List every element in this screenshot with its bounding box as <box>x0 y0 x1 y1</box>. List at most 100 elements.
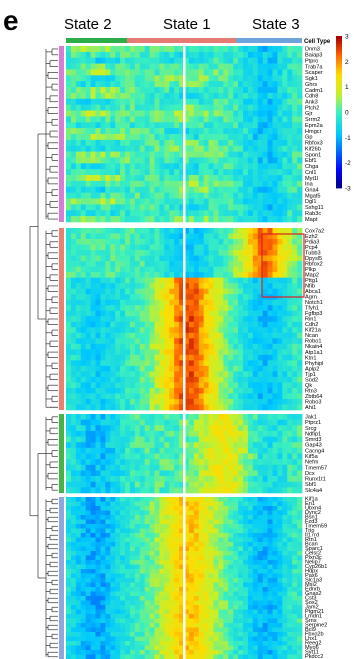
heatmap-cell <box>287 255 293 262</box>
heatmap-cell <box>184 321 190 328</box>
heatmap-cell <box>169 464 175 471</box>
heatmap-cell <box>198 57 205 64</box>
heatmap-cell <box>159 551 165 556</box>
heatmap-cell <box>213 419 219 426</box>
heatmap-cell <box>164 157 170 164</box>
heatmap-cell <box>174 464 180 471</box>
heatmap-cell <box>203 310 209 317</box>
heatmap-cell <box>213 537 219 543</box>
heatmap-cell <box>174 145 180 152</box>
heatmap-cell <box>198 376 205 383</box>
heatmap-cell <box>105 51 111 59</box>
heatmap-cell <box>110 327 116 334</box>
heatmap-cell <box>198 204 205 211</box>
heatmap-cell <box>218 192 224 199</box>
heatmap-cell <box>139 87 146 94</box>
heatmap-cell <box>179 277 185 284</box>
heatmap-cell <box>90 69 96 76</box>
heatmap-cell <box>188 69 195 76</box>
heatmap-cell <box>287 519 293 525</box>
heatmap-cell <box>292 436 298 443</box>
heatmap-cell <box>203 139 209 147</box>
heatmap-cell <box>154 63 160 70</box>
heatmap-cell <box>198 316 205 323</box>
heatmap-cell <box>154 387 160 394</box>
heatmap-cell <box>228 487 234 494</box>
heatmap-cell <box>105 524 111 529</box>
heatmap-cell <box>277 216 283 223</box>
heatmap-cell <box>272 139 278 147</box>
heatmap-cell <box>203 186 209 193</box>
heatmap-cell <box>120 175 126 182</box>
heatmap-cell <box>149 560 155 565</box>
heatmap-cell <box>154 459 160 466</box>
heatmap-cell <box>213 316 219 323</box>
heatmap-cell <box>129 139 136 147</box>
heatmap-cell <box>134 272 141 278</box>
heatmap-cell <box>70 582 77 588</box>
heatmap-cell <box>277 564 283 570</box>
heatmap-cell <box>272 343 278 350</box>
heatmap-cell <box>70 569 77 574</box>
heatmap-cell <box>129 515 136 520</box>
heatmap-cell <box>198 294 205 300</box>
heatmap-cell <box>134 233 141 240</box>
heatmap-cell <box>184 151 190 158</box>
heatmap-cell <box>125 560 131 565</box>
heatmap-cell <box>120 316 126 323</box>
heatmap-cell <box>267 582 273 588</box>
heatmap-cell <box>238 87 244 94</box>
heatmap-cell <box>272 283 278 289</box>
heatmap-cell <box>159 327 165 334</box>
heatmap-cell <box>144 75 150 82</box>
heatmap-cell <box>144 63 150 70</box>
heatmap-cell <box>252 98 259 105</box>
heatmap-cell <box>149 382 155 389</box>
heatmap-cell <box>149 371 155 378</box>
heatmap-cell <box>218 376 224 383</box>
heatmap-cell <box>66 163 72 170</box>
heatmap-cell <box>110 425 116 432</box>
heatmap-cell <box>120 551 126 556</box>
heatmap-cell <box>292 533 298 538</box>
heatmap-cell <box>139 453 146 460</box>
heatmap-cell <box>80 321 87 328</box>
heatmap-cell <box>129 464 136 471</box>
heatmap-cell <box>203 116 209 123</box>
heatmap-cell <box>80 453 87 460</box>
heatmap-cell <box>179 266 185 273</box>
heatmap-cell <box>198 122 205 129</box>
heatmap-cell <box>70 393 77 400</box>
heatmap-cell <box>120 360 126 367</box>
heatmap-cell <box>257 266 264 273</box>
heatmap-cell <box>223 501 229 507</box>
heatmap-cell <box>243 487 249 494</box>
heatmap-cell <box>193 310 200 317</box>
heatmap-cell <box>297 338 303 345</box>
heatmap-cell <box>228 425 234 432</box>
heatmap-cell <box>154 533 160 538</box>
heatmap-cell <box>179 587 185 592</box>
heatmap-cell <box>203 255 209 262</box>
heatmap-cell <box>213 533 219 538</box>
heatmap-cell <box>154 294 160 300</box>
heatmap-cell <box>80 591 87 597</box>
heatmap-cell <box>70 239 77 245</box>
heatmap-cell <box>115 582 121 588</box>
heatmap-cell <box>243 519 249 525</box>
heatmap-cell <box>277 338 283 345</box>
heatmap-cell <box>198 542 205 547</box>
heatmap-cell <box>228 537 234 543</box>
heatmap-cell <box>75 69 82 76</box>
heatmap-cell <box>193 250 200 256</box>
heatmap-cell <box>267 216 273 223</box>
heatmap-cell <box>154 266 160 273</box>
heatmap-cell <box>257 569 264 574</box>
heatmap-cell <box>218 233 224 240</box>
heatmap-cell <box>247 294 254 300</box>
heatmap-cell <box>193 244 200 251</box>
heatmap-cell <box>95 332 101 339</box>
heatmap-cell <box>95 519 101 525</box>
heatmap-cell <box>100 470 106 477</box>
heatmap-cell <box>149 510 155 516</box>
